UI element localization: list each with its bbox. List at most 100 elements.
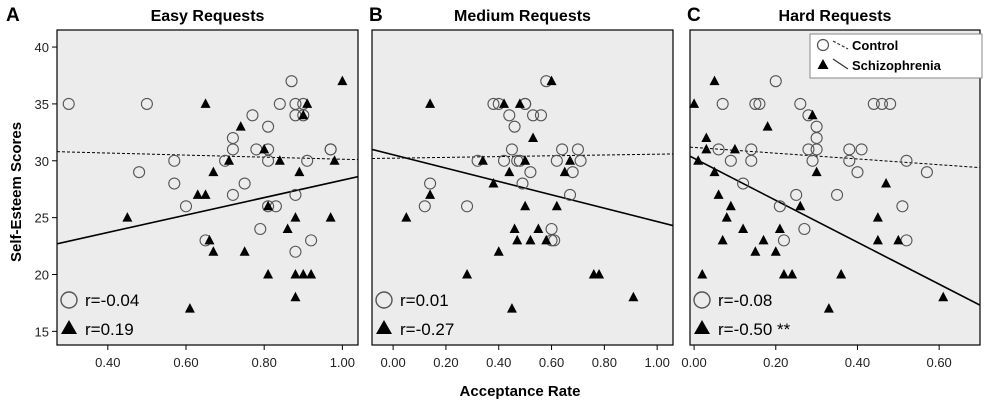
- panel-a-stat-control: r=-0.04: [85, 291, 139, 310]
- panel-a-control-point: [262, 154, 275, 167]
- panel-c-control-point: [867, 97, 880, 110]
- panel-a-schizophrenia-point: [224, 155, 234, 165]
- panel-c-control-point: [724, 154, 737, 167]
- panel-c-stat-control: r=-0.08: [718, 291, 772, 310]
- panel-b-xtick-label: 1.00: [645, 355, 670, 370]
- panel-c-schizophrenia-point: [701, 143, 712, 154]
- panel-c-control-point: [806, 154, 819, 167]
- panel-a-control-point: [324, 143, 337, 156]
- panel-c-schizophrenia-point: [738, 223, 749, 234]
- panel-a-control-point: [62, 97, 75, 110]
- panel-b-schizophrenia-point: [462, 268, 473, 279]
- panel-a-schizophrenia-point: [306, 268, 317, 279]
- panel-a-control-point: [168, 177, 181, 190]
- panel-a-schizophrenia-point: [274, 155, 285, 165]
- panel-c-control-point: [896, 200, 909, 213]
- panel-c-control-point: [851, 166, 864, 179]
- panel-a-control-point: [246, 109, 259, 122]
- panel-a-stat-schizophrenia: r=0.19: [85, 320, 134, 339]
- legend-control-line: [832, 40, 849, 50]
- panel-a-schizophrenia-point: [282, 223, 293, 234]
- panel-c-schizophrenia-point: [717, 234, 728, 245]
- panel-c-schizophrenia-point: [689, 98, 700, 108]
- panel-a-ytick-label: 25: [35, 211, 49, 226]
- legend-control-marker: [816, 38, 830, 52]
- panel-c-control-point: [875, 97, 889, 110]
- panel-a-xtick-label: 0.40: [95, 355, 120, 370]
- panel-c-fit-control: [690, 146, 980, 169]
- panel-b-schizophrenia-point: [533, 223, 544, 234]
- panel-b-control-point: [527, 109, 540, 122]
- panel-c-schizophrenia-point: [762, 121, 773, 131]
- panel-a-schizophrenia-point: [290, 212, 301, 222]
- panel-b-xtick-label: 0.80: [592, 355, 617, 370]
- panel-c-control-point: [794, 97, 807, 110]
- panel-a-schizophrenia-point: [290, 291, 301, 302]
- panel-c-schizophrenia-point: [770, 246, 781, 256]
- panel-b: Medium Requests B 0.00 0.20 0.40 0.60 0.80 1.00…: [369, 5, 674, 370]
- panel-b-control-point: [556, 143, 569, 156]
- panel-a-control-point: [226, 188, 239, 201]
- panel-c-schizophrenia-point: [693, 155, 704, 165]
- panel-c-schizophrenia-point: [836, 268, 847, 279]
- panel-b-control-point: [418, 200, 431, 213]
- panel-c-schizophrenia-point: [725, 200, 736, 211]
- panel-a-control-point: [273, 97, 286, 110]
- panel-a-xtick-label: 1.00: [330, 355, 355, 370]
- panel-b-stat-control-marker: [375, 291, 393, 309]
- panel-a-schizophrenia-point: [192, 189, 203, 199]
- panel-b-schizophrenia-point: [520, 155, 531, 165]
- panel-c-control-point: [777, 234, 790, 247]
- panel-a-xtick-label: 0.80: [252, 355, 277, 370]
- panel-c-schizophrenia-point: [872, 212, 883, 222]
- panel-a-ytick-label: 40: [35, 40, 49, 55]
- panel-b-schizophrenia-point: [425, 189, 436, 199]
- panel-a-schizophrenia-point: [298, 109, 309, 120]
- panel-c-control-point: [900, 154, 913, 167]
- panel-c-schizophrenia-point: [787, 268, 798, 279]
- panel-b-control-point: [497, 154, 511, 167]
- panel-a-schizophrenia-point: [337, 75, 348, 86]
- x-axis-title: Acceptance Rate: [460, 383, 581, 400]
- panel-c-control-point: [843, 154, 856, 167]
- panel-b-schizophrenia-point: [628, 291, 639, 302]
- panel-b-schizophrenia-point: [525, 234, 536, 245]
- panel-a-control-point: [289, 245, 302, 258]
- panel-b-letter: B: [369, 5, 383, 26]
- panel-a-schizophrenia-point: [263, 268, 274, 279]
- panel-c-control-point: [798, 222, 811, 236]
- panel-b-schizophrenia-point: [477, 155, 488, 165]
- panel-b-schizophrenia-point: [514, 98, 525, 108]
- panel-c: Hard Requests C 0.00 0.20 0.40 0.60 r=-0.08 r=-…: [681, 5, 981, 370]
- panel-c-schizophrenia-point: [795, 200, 806, 211]
- panel-a-schizophrenia-point: [122, 212, 133, 222]
- panel-c-title: Hard Requests: [779, 8, 892, 25]
- panel-c-schizophrenia-point: [713, 189, 724, 199]
- panel-b-control-point: [487, 97, 500, 110]
- panel-b-schizophrenia-point: [512, 234, 523, 245]
- legend: Control Schizophrenia: [809, 33, 983, 79]
- panel-b-control-point: [524, 166, 537, 179]
- panel-c-schizophrenia-point: [701, 132, 712, 143]
- panel-b-schizophrenia-point: [520, 200, 531, 211]
- panel-a-control-point: [179, 200, 193, 213]
- panel-c-schizophrenia-point: [729, 143, 740, 154]
- panel-c-schizophrenia-point: [823, 303, 834, 313]
- panel-b-schizophrenia-point: [509, 223, 520, 234]
- panel-a-control-point: [168, 154, 181, 167]
- panel-a-schizophrenia-point: [200, 189, 211, 199]
- panel-b-schizophrenia-point: [546, 75, 557, 86]
- panel-b-schizophrenia-point: [506, 303, 517, 313]
- panel-c-xtick-label: 0.40: [845, 355, 870, 370]
- panel-a-schizophrenia-point: [325, 212, 336, 222]
- panel-c-control-point: [737, 177, 750, 190]
- panel-c-letter: C: [687, 5, 701, 26]
- panel-c-control-point: [884, 97, 897, 110]
- panel-c-plot-area: [689, 29, 981, 346]
- panel-c-control-point: [920, 166, 933, 179]
- panel-c-schizophrenia-point: [709, 75, 720, 86]
- panel-c-schizophrenia-point: [938, 291, 949, 302]
- panel-a-fit-control: [57, 151, 358, 161]
- panel-c-control-point: [749, 97, 762, 110]
- panel-c-schizophrenia-point: [709, 166, 720, 177]
